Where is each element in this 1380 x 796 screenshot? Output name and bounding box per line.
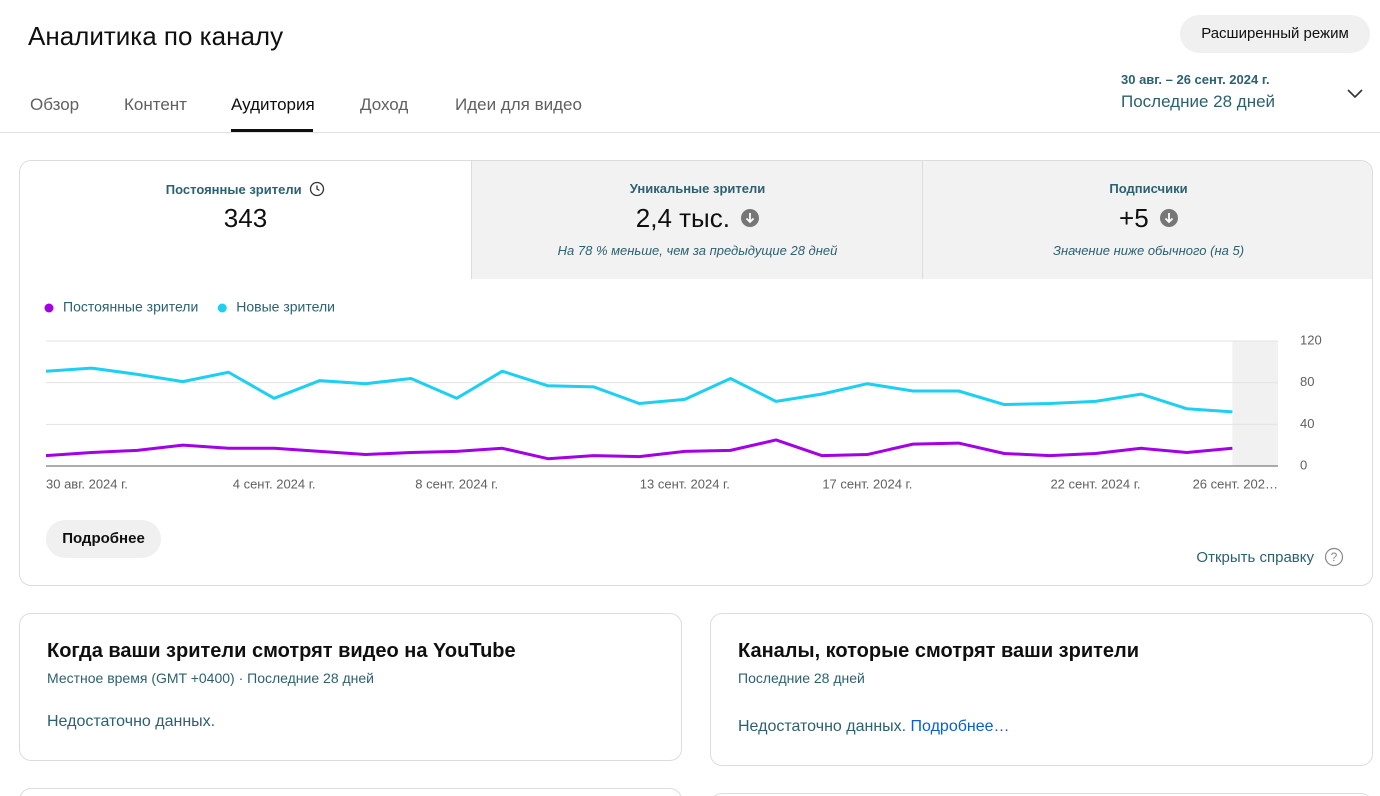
legend-marker [44,303,54,313]
metric[interactable]: Подписчики +5 Значение ниже обычного (на… [922,161,1372,279]
partial-period [1232,341,1278,466]
metric-value-text: +5 [1119,203,1149,233]
metric-value: 2,4 тыс. [472,203,923,234]
down-icon [741,209,760,227]
help-icon[interactable]: ? [1324,547,1344,567]
tab[interactable]: Аудитория [231,95,315,114]
legend-label: Новые зрители [236,299,335,315]
y-tick-label: 120 [1300,332,1322,347]
metric-label: Уникальные зрители [629,181,766,196]
main-card: Постоянные зрители 343 Уникальные зрител… [19,160,1373,586]
y-tick-label: 0 [1300,457,1307,472]
metric-label-text: Постоянные зрители [165,182,302,197]
divider [0,132,1380,133]
card: Когда ваши зрители смотрят видео на YouT… [19,613,682,761]
page-title: Аналитика по каналу [28,21,284,51]
series-line [45,366,1233,414]
advanced-mode-button[interactable]: Расширенный режим [1180,15,1370,53]
metric[interactable]: Уникальные зрители 2,4 тыс. На 78 % мень… [471,161,923,279]
card-link[interactable]: Подробнее… [910,718,1010,735]
metric-value: +5 [923,203,1372,234]
tab-indicator [231,129,313,132]
x-tick-label: 26 сент. 202… [1193,476,1278,491]
metric-note: Значение ниже обычного (на 5) [1052,243,1245,258]
card-text-content: Недостаточно данных. [738,718,907,735]
tab[interactable]: Доход [360,95,409,114]
date-range-label[interactable]: Последние 28 дней [1121,92,1276,111]
chart: 0 40 80 120 30 авг. 2024 г. 4 сент. 2024 г. 8 … [44,299,1322,491]
card-title: Каналы, которые смотрят ваши зрители [738,640,1140,662]
help-link[interactable]: Открыть справку [1196,549,1314,566]
card-text: Недостаточно данных. [47,713,216,730]
series-line [45,438,1233,461]
clock-icon [310,181,325,197]
legend-label: Постоянные зрители [63,299,198,315]
metric-label: Подписчики [1109,181,1188,196]
metric-value-text: 2,4 тыс. [635,203,730,233]
x-tick-label: 13 сент. 2024 г. [640,476,730,491]
y-tick-label: 80 [1300,374,1314,389]
tab[interactable]: Идеи для видео [455,95,582,114]
card: Каналы, которые смотрят ваши зрители Пос… [710,613,1373,766]
x-tick-label: 8 сент. 2024 г. [415,476,498,491]
metric-note: На 78 % меньше, чем за предыдущие 28 дне… [557,243,838,258]
card-text: Недостаточно данных. Подробнее… [738,718,1010,736]
metric-label: Постоянные зрители [20,181,471,197]
tab[interactable]: Обзор [30,95,80,114]
down-icon [1159,209,1178,227]
x-tick-label: 30 авг. 2024 г. [46,476,128,491]
more-button[interactable]: Подробнее [46,520,161,558]
date-range: 30 авг. – 26 сент. 2024 г. [1121,72,1270,87]
dropdown-icon[interactable] [1346,86,1364,100]
x-tick-label: 4 сент. 2024 г. [233,476,316,491]
metric[interactable]: Постоянные зрители 343 [20,161,471,279]
y-tick-label: 40 [1300,416,1314,431]
metric-value: 343 [223,203,268,233]
x-tick-label: 22 сент. 2024 г. [1050,476,1140,491]
tab[interactable]: Контент [124,95,187,114]
card-subtitle: Последние 28 дней [738,670,865,686]
card-subtitle: Местное время (GMT +0400) · Последние 28… [47,670,375,686]
legend-marker [217,303,227,313]
x-tick-label: 17 сент. 2024 г. [822,476,912,491]
card-title: Когда ваши зрители смотрят видео на YouT… [47,640,516,662]
svg-text:?: ? [1331,550,1338,564]
card [19,788,682,796]
